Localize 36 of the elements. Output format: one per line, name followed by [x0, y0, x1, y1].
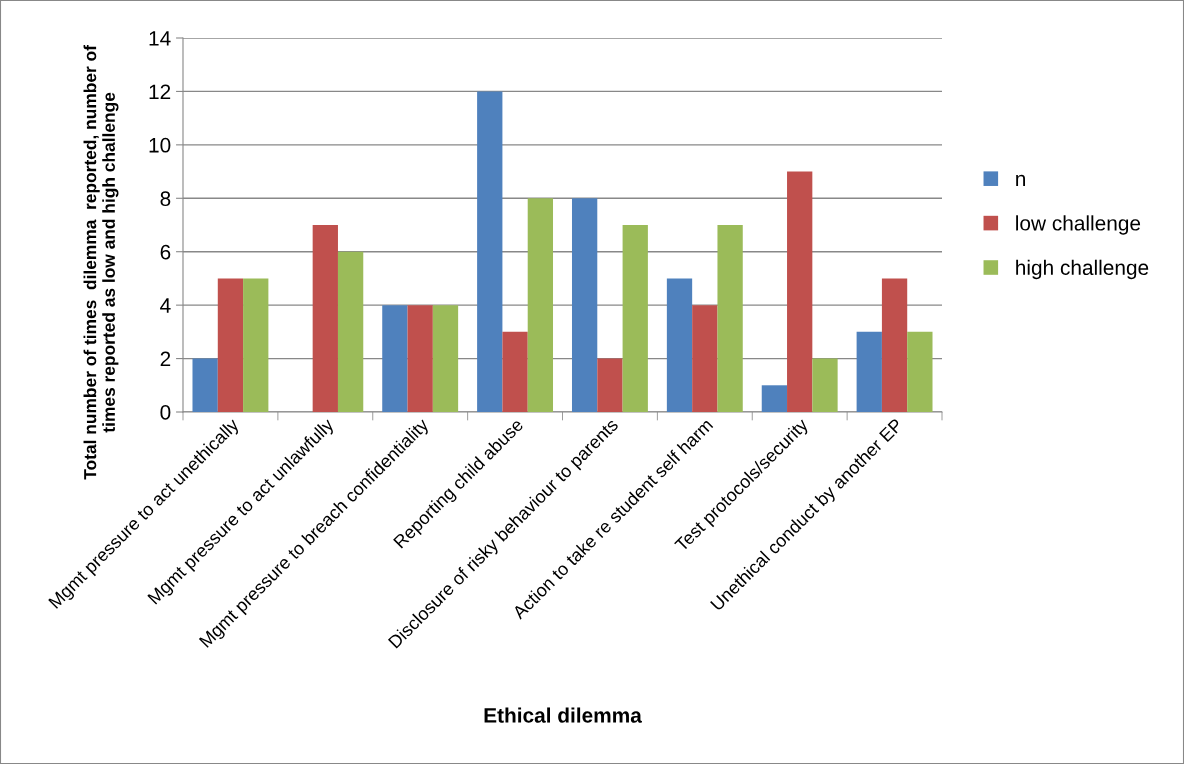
bar: [243, 278, 269, 412]
y-tick-label: 0: [160, 405, 171, 420]
bar: [597, 358, 623, 412]
bar: [692, 305, 718, 412]
y-tick-label: 2: [160, 351, 171, 367]
y-axis-title: Total number of times dilemma reported, number of times reported as low and high challenge: [83, 44, 119, 480]
bar: [312, 225, 338, 412]
bar: [337, 251, 364, 412]
bar: [856, 331, 882, 412]
bar: [432, 305, 459, 412]
bar: [477, 91, 503, 412]
y-tick-label: 4: [160, 298, 171, 313]
bar: [787, 171, 813, 412]
bar: [382, 305, 408, 412]
legend-label: high challenge: [1016, 259, 1149, 280]
bar: [407, 305, 433, 412]
y-tick-label: 6: [160, 244, 171, 260]
x-axis-title: Ethical dilemma: [484, 707, 642, 723]
y-tick-label: 12: [149, 84, 171, 99]
bar: [812, 358, 838, 412]
bar: [881, 278, 908, 412]
bar: [571, 198, 598, 412]
y-tick-label: 10: [149, 137, 171, 153]
bar: [622, 225, 648, 412]
legend-label: n: [1016, 174, 1025, 186]
bar: [717, 225, 743, 412]
bar: [502, 331, 528, 412]
bar: [192, 358, 218, 412]
y-tick-label: 8: [160, 191, 171, 207]
bar: [217, 278, 244, 412]
bar: [907, 331, 933, 412]
bar: [666, 278, 693, 412]
bar: [761, 385, 788, 412]
legend-label: low challenge: [1016, 215, 1141, 235]
y-tick-label: 14: [149, 31, 171, 46]
bar: [527, 198, 554, 412]
